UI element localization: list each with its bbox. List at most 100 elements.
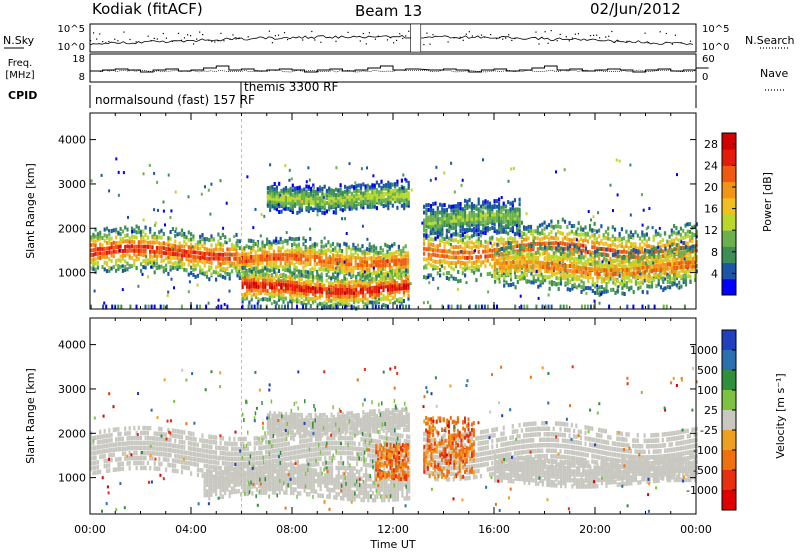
power-cell bbox=[586, 231, 589, 236]
power-cell bbox=[425, 233, 428, 238]
power-cell bbox=[575, 245, 578, 250]
power-cell bbox=[398, 286, 401, 291]
power-cell bbox=[348, 204, 351, 209]
power-cell bbox=[648, 254, 651, 259]
power-cell bbox=[393, 254, 396, 259]
power-cell bbox=[546, 275, 549, 280]
power-cell bbox=[277, 269, 281, 273]
velocity-cell bbox=[108, 453, 111, 458]
power-cell bbox=[192, 267, 195, 272]
power-cell bbox=[613, 248, 617, 253]
power-cell bbox=[509, 274, 513, 279]
power-cell bbox=[695, 263, 698, 268]
power-cell bbox=[375, 292, 378, 297]
velocity-cell bbox=[115, 442, 118, 447]
power-cell bbox=[312, 201, 315, 206]
nsearch-dot bbox=[429, 43, 431, 45]
power-cell bbox=[548, 236, 551, 241]
power-cell bbox=[566, 237, 569, 241]
power-cell bbox=[473, 270, 476, 275]
power-cell bbox=[511, 237, 514, 242]
power-cell bbox=[429, 263, 433, 268]
nsearch-dot bbox=[589, 35, 592, 37]
power-cell bbox=[553, 254, 556, 259]
power-cell bbox=[605, 247, 608, 252]
power-cell bbox=[468, 259, 471, 264]
power-cell bbox=[158, 250, 161, 255]
power-cell bbox=[332, 200, 335, 205]
power-cell bbox=[309, 283, 312, 288]
power-cell bbox=[238, 259, 241, 264]
power-cell bbox=[641, 261, 644, 266]
power-cell bbox=[303, 198, 306, 203]
power-cell bbox=[252, 258, 255, 263]
power-cell bbox=[625, 244, 628, 248]
power-cell bbox=[452, 225, 455, 230]
power-cell bbox=[486, 240, 489, 245]
power-cell bbox=[199, 269, 202, 273]
power-cell bbox=[363, 271, 366, 276]
power-cell bbox=[321, 281, 324, 285]
power-cell bbox=[248, 278, 251, 283]
power-cell bbox=[628, 286, 631, 291]
power-cell bbox=[393, 269, 396, 273]
power-cell bbox=[496, 250, 499, 255]
power-cell bbox=[226, 256, 229, 261]
power-cell bbox=[625, 257, 628, 261]
power-cell bbox=[680, 274, 683, 279]
power-cell bbox=[406, 265, 410, 270]
power-cell bbox=[602, 235, 605, 240]
power-cell bbox=[346, 287, 349, 292]
power-cell bbox=[646, 260, 649, 265]
power-cell bbox=[509, 264, 513, 269]
power-cell bbox=[468, 204, 471, 209]
power-cell bbox=[110, 241, 113, 246]
power-cell bbox=[260, 298, 263, 301]
power-cell bbox=[261, 260, 264, 265]
power-cell bbox=[99, 236, 102, 241]
power-cell bbox=[359, 204, 363, 209]
power-cell bbox=[183, 234, 186, 239]
power-cell bbox=[388, 258, 391, 263]
power-cell bbox=[270, 265, 273, 270]
power-cell bbox=[199, 241, 202, 246]
power-cell bbox=[629, 230, 632, 235]
power-cell bbox=[403, 188, 406, 193]
power-cell bbox=[309, 206, 313, 211]
power-cell bbox=[626, 304, 629, 310]
power-cell bbox=[397, 261, 400, 266]
velocity-cell bbox=[108, 463, 111, 468]
power-cell bbox=[332, 198, 335, 203]
power-cell bbox=[296, 297, 299, 302]
power-cell bbox=[513, 244, 517, 249]
power-cell bbox=[588, 223, 592, 228]
power-cell bbox=[289, 195, 292, 200]
power-cell bbox=[623, 283, 626, 288]
power-cell bbox=[401, 186, 404, 190]
power-cell bbox=[439, 259, 442, 264]
power-cell bbox=[94, 239, 97, 244]
power-cell bbox=[645, 244, 648, 249]
power-cell bbox=[609, 276, 612, 281]
power-cell bbox=[500, 210, 503, 214]
power-cell bbox=[92, 252, 95, 257]
power-cell bbox=[210, 272, 213, 277]
power-cell bbox=[434, 259, 437, 264]
power-cell bbox=[566, 248, 569, 253]
power-cell bbox=[221, 252, 224, 257]
power-cell bbox=[465, 267, 468, 271]
power-cell bbox=[671, 242, 674, 247]
power-cell bbox=[300, 196, 303, 201]
power-cell bbox=[246, 278, 249, 282]
power-cell bbox=[316, 279, 319, 283]
power-cell bbox=[243, 281, 246, 286]
power-cell bbox=[277, 288, 281, 293]
power-cell bbox=[475, 278, 478, 283]
power-cell bbox=[311, 266, 314, 271]
power-cell bbox=[608, 261, 611, 265]
power-cell bbox=[569, 244, 572, 249]
power-cell bbox=[407, 279, 410, 284]
power-cell bbox=[439, 262, 442, 266]
power-cell bbox=[529, 247, 533, 252]
power-cell bbox=[146, 240, 149, 245]
